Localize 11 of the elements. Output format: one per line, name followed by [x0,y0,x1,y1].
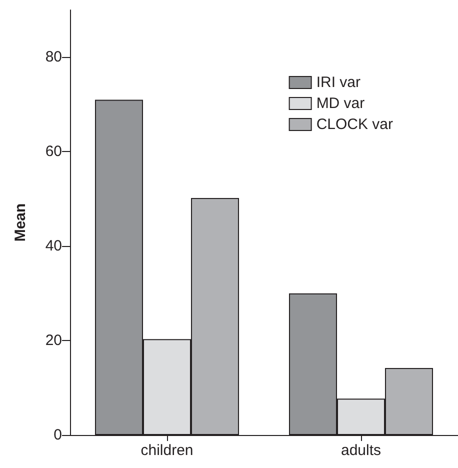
y-tick-label: 40 [45,238,62,255]
y-tick-label: 0 [54,426,62,444]
y-tick-label: 20 [45,332,62,350]
y-tick-label: 60 [45,143,62,160]
legend-label: IRI var [316,74,361,91]
legend-label: MD var [316,95,365,112]
x-tick-label: children [140,442,194,459]
x-tick-label: adults [340,442,382,459]
y-tick-label: 80 [45,48,62,66]
y-axis-title: Mean [12,203,29,242]
legend-label: CLOCK var [316,116,394,133]
